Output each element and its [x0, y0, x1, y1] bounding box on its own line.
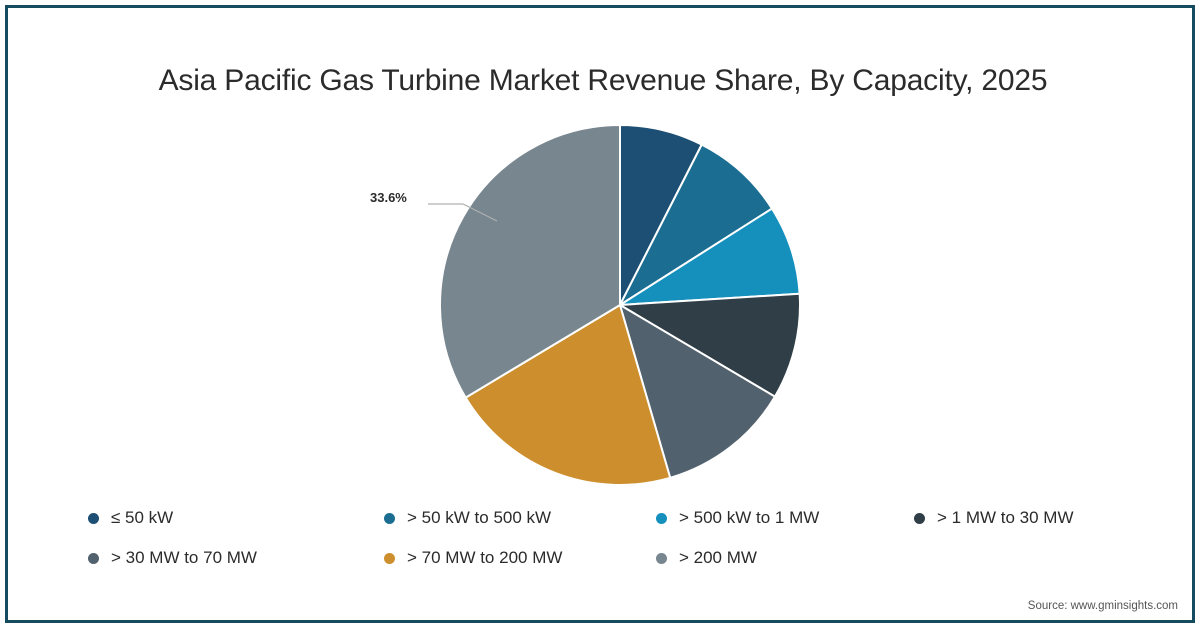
pie-slice[interactable]: [619, 143, 773, 306]
legend-item-label: > 500 kW to 1 MW: [679, 508, 820, 527]
legend-item-500kw-1mw[interactable]: > 500 kW to 1 MW: [656, 498, 914, 538]
legend-item-50kw-500kw[interactable]: > 50 kW to 500 kW: [384, 498, 656, 538]
pie-slice[interactable]: [619, 292, 801, 398]
chart-legend: ≤ 50 kW > 50 kW to 500 kW > 500 kW to 1 …: [88, 498, 1128, 578]
pie-slice[interactable]: [619, 304, 776, 479]
legend-item-70mw-200mw[interactable]: > 70 MW to 200 MW: [384, 538, 656, 578]
legend-swatch-icon: [656, 552, 667, 564]
source-attribution: Source: www.gminsights.com: [1027, 600, 1178, 612]
legend-item-label: > 1 MW to 30 MW: [937, 508, 1074, 527]
legend-item-label: > 70 MW to 200 MW: [407, 548, 563, 567]
legend-swatch-icon: [88, 552, 99, 564]
legend-item-over-200mw[interactable]: > 200 MW: [656, 538, 914, 578]
legend-row: ≤ 50 kW > 50 kW to 500 kW > 500 kW to 1 …: [88, 498, 1128, 538]
legend-item-label: ≤ 50 kW: [111, 508, 174, 527]
legend-swatch-icon: [384, 512, 395, 524]
legend-item-1mw-30mw[interactable]: > 1 MW to 30 MW: [914, 498, 1128, 538]
pie-slice[interactable]: [619, 124, 703, 306]
pie-slice[interactable]: [464, 304, 672, 486]
legend-swatch-icon: [914, 512, 925, 524]
legend-item-le-50-kw[interactable]: ≤ 50 kW: [88, 498, 384, 538]
legend-item-30mw-70mw[interactable]: > 30 MW to 70 MW: [88, 538, 384, 578]
legend-swatch-icon: [384, 552, 395, 564]
callout-leader-line: [428, 203, 498, 222]
legend-item-label: > 30 MW to 70 MW: [111, 548, 257, 567]
pie-slice[interactable]: [439, 124, 621, 399]
chart-frame: Asia Pacific Gas Turbine Market Revenue …: [5, 5, 1195, 623]
legend-item-label: > 200 MW: [679, 548, 757, 567]
pie-slice[interactable]: [619, 207, 801, 306]
pie-slices: [439, 124, 801, 486]
legend-row: > 30 MW to 70 MW > 70 MW to 200 MW > 200…: [88, 538, 1128, 578]
legend-item-label: > 50 kW to 500 kW: [407, 508, 552, 527]
slice-percentage-label: 33.6%: [370, 190, 407, 205]
legend-swatch-icon: [656, 512, 667, 524]
legend-swatch-icon: [88, 512, 99, 524]
page-title: Asia Pacific Gas Turbine Market Revenue …: [158, 64, 1048, 97]
